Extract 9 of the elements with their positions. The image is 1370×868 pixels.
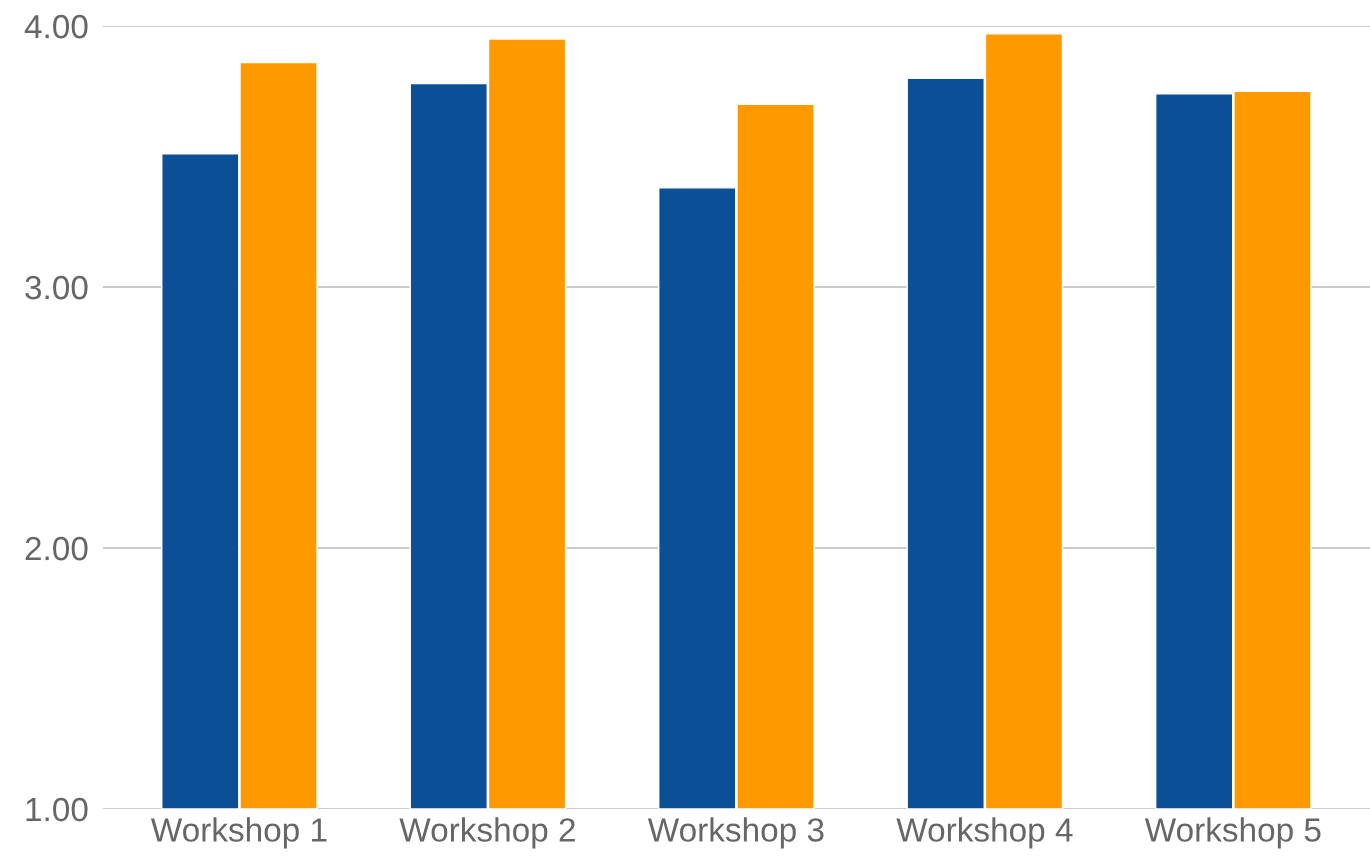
y-tick-label: 4.00 (24, 14, 88, 39)
x-tick-label: Workshop 5 (1144, 817, 1321, 849)
y-tick-label: 2.00 (25, 536, 88, 561)
x-tick-label: Workshop 2 (399, 817, 575, 849)
x-tick-label: Workshop 4 (896, 817, 1073, 849)
x-tick-label: Workshop 3 (647, 817, 824, 849)
x-tick-label: Workshop 1 (150, 817, 327, 849)
y-tick-label: 1.00 (26, 797, 88, 822)
y-tick-label: 3.00 (25, 275, 88, 300)
